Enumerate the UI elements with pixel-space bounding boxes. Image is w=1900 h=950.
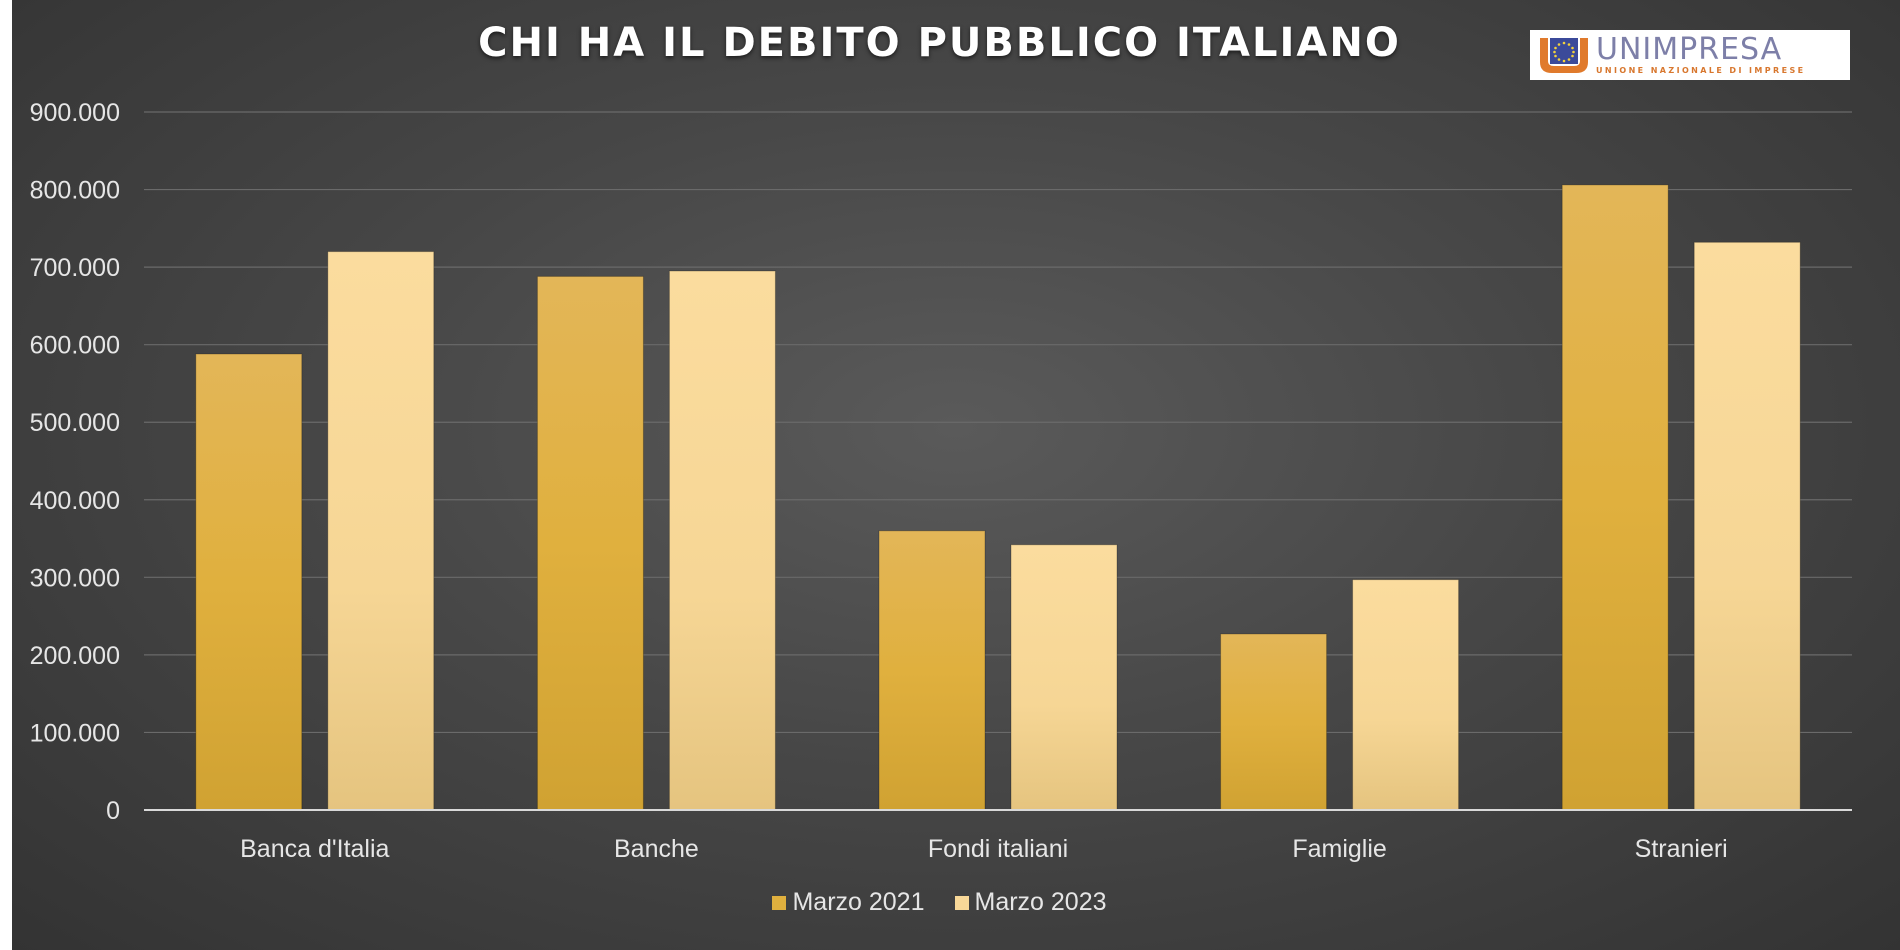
bar-marzo-2023 <box>1010 544 1118 811</box>
unimpresa-logo: UNIMPRESA UNIONE NAZIONALE DI IMPRESE <box>1530 30 1850 80</box>
y-tick-label: 200.000 <box>30 642 120 670</box>
x-tick-label: Stranieri <box>1635 835 1728 863</box>
bar-marzo-2023 <box>1352 579 1460 811</box>
bar-marzo-2021 <box>878 530 986 811</box>
bar-chart: 0 100.000 200.000 300.000 400.000 500.000 600.… <box>30 99 1852 863</box>
bar-marzo-2021 <box>195 353 303 811</box>
y-tick-label: 300.000 <box>30 564 120 592</box>
legend-label: Marzo 2021 <box>792 888 925 916</box>
bar-marzo-2021 <box>1220 633 1328 811</box>
y-tick-label: 600.000 <box>30 332 120 360</box>
x-tick-label: Fondi italiani <box>928 835 1068 863</box>
y-tick-label: 0 <box>106 797 120 825</box>
y-tick-label: 800.000 <box>30 177 120 205</box>
unimpresa-logo-mark-icon <box>1540 38 1588 73</box>
logo-wordmark: UNIMPRESA <box>1596 32 1783 67</box>
y-tick-label: 500.000 <box>30 409 120 437</box>
legend-swatch <box>772 895 787 910</box>
bar-marzo-2023 <box>1693 241 1801 811</box>
bars <box>195 184 1801 811</box>
bar-marzo-2023 <box>327 251 435 811</box>
x-tick-label: Famiglie <box>1292 835 1386 863</box>
x-tick-label: Banche <box>614 835 699 863</box>
bar-marzo-2021 <box>1561 184 1669 811</box>
bar-marzo-2023 <box>668 270 776 811</box>
legend-label: Marzo 2023 <box>974 888 1107 916</box>
y-tick-label: 100.000 <box>30 719 120 747</box>
chart-title: CHI HA IL DEBITO PUBBLICO ITALIANO <box>478 20 1401 66</box>
y-tick-label: 400.000 <box>30 487 120 515</box>
legend: Marzo 2021 Marzo 2023 <box>12 888 1867 917</box>
legend-item: Marzo 2021 <box>772 888 925 917</box>
legend-item: Marzo 2023 <box>954 888 1107 917</box>
y-axis-tick-labels: 0 100.000 200.000 300.000 400.000 500.000 600.… <box>30 99 120 825</box>
logo-subtitle: UNIONE NAZIONALE DI IMPRESE <box>1596 66 1806 75</box>
legend-swatch <box>954 895 969 910</box>
x-axis-tick-labels: Banca d'Italia Banche Fondi italiani Famigl… <box>240 835 1728 863</box>
y-tick-label: 900.000 <box>30 99 120 127</box>
y-tick-label: 700.000 <box>30 254 120 282</box>
chart-background: CHI HA IL DEBITO PUBBLICO ITALIANO UNIMP… <box>12 0 1900 950</box>
bar-marzo-2021 <box>536 275 644 811</box>
x-tick-label: Banca d'Italia <box>240 835 389 863</box>
